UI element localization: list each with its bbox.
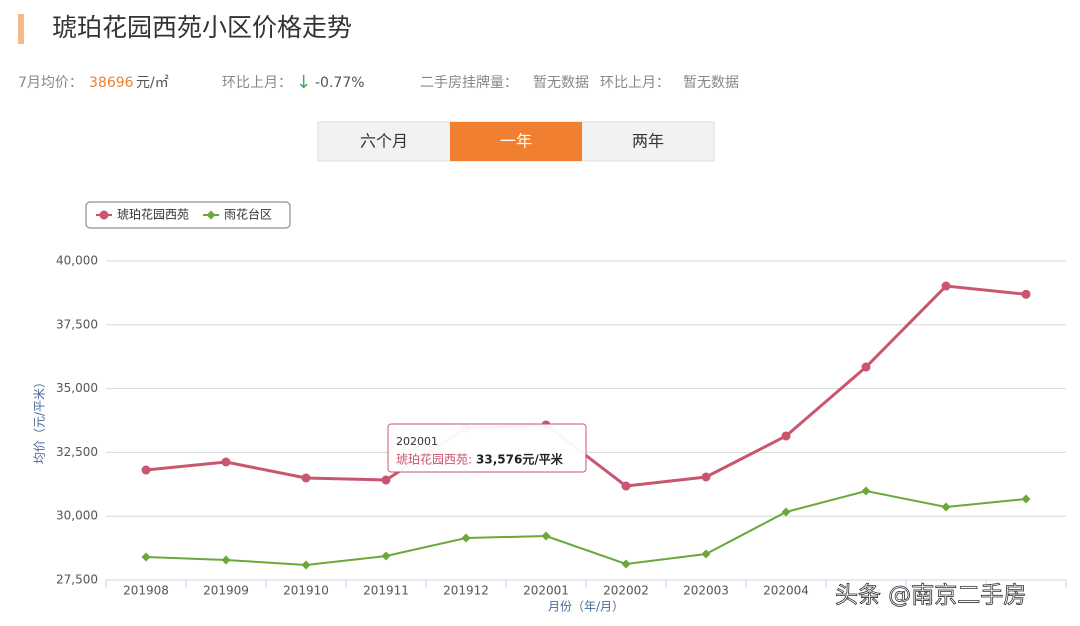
point [541,531,551,541]
point [621,481,631,491]
point [461,533,471,543]
point [701,472,711,482]
legend-label: 雨花台区 [224,207,272,222]
listing-label: 二手房挂牌量： [420,74,518,91]
point [941,281,951,291]
point [221,555,231,565]
y-tick-label: 35,000 [56,381,98,395]
tooltip-box [387,423,587,473]
point [781,507,791,517]
point [99,210,109,220]
point [861,486,871,496]
point [781,431,791,441]
point [1021,494,1031,504]
legend-label: 琥珀花园西苑 [117,207,189,222]
tooltip-title: 202001 [396,435,438,448]
tab-label[interactable]: 一年 [500,132,532,151]
point [701,549,711,559]
point [861,362,871,372]
point [141,552,151,562]
avg-unit: 元/㎡ [136,75,169,91]
point [381,475,391,485]
tab-label[interactable]: 六个月 [360,132,408,151]
x-tick-label: 201912 [443,584,489,598]
x-tick-label: 201910 [283,584,329,598]
mom-arrow: ↓ [296,72,311,93]
tab[interactable] [450,122,582,161]
page-title: 琥珀花园西苑小区价格走势 [52,13,352,42]
listing-mom-value: 暂无数据 [683,75,739,91]
point [941,502,951,512]
y-tick-label: 30,000 [56,509,98,523]
listing-mom-label: 环比上月： [600,75,670,91]
y-tick-label: 37,500 [56,317,98,331]
point [206,210,216,220]
mom-value: -0.77% [315,75,365,91]
series-line [145,489,1027,566]
title-accent [18,14,24,44]
x-tick-label: 201908 [123,584,169,598]
x-axis-title: 月份（年/月） [548,600,624,614]
watermark: 头条 @南京二手房 [835,583,1026,609]
y-axis-title: 均价（元/平米） [33,376,47,464]
point [381,551,391,561]
x-tick-label: 202004 [763,584,809,598]
y-tick-label: 27,500 [56,573,98,587]
tooltip-label: 琥珀花园西苑: [396,452,472,467]
tab-label[interactable]: 两年 [632,132,664,151]
x-tick-label: 202003 [683,584,729,598]
point [621,559,631,569]
legend-box [85,201,291,229]
avg-label: 7月均价： [18,75,83,91]
mom-label: 环比上月： [222,75,292,91]
point [141,465,151,475]
x-tick-label: 201909 [203,584,249,598]
point [301,560,311,570]
y-tick-label: 40,000 [56,254,98,268]
point [301,473,311,483]
avg-value: 38696 [89,75,134,91]
tooltip-value: 33,576元/平米 [476,452,564,467]
point [1021,289,1031,299]
y-tick-label: 32,500 [56,445,98,459]
x-tick-label: 202001 [523,584,569,598]
point [221,457,231,467]
listing-value: 暂无数据 [533,75,589,91]
x-tick-label: 201911 [363,584,409,598]
x-tick-label: 202002 [603,584,649,598]
